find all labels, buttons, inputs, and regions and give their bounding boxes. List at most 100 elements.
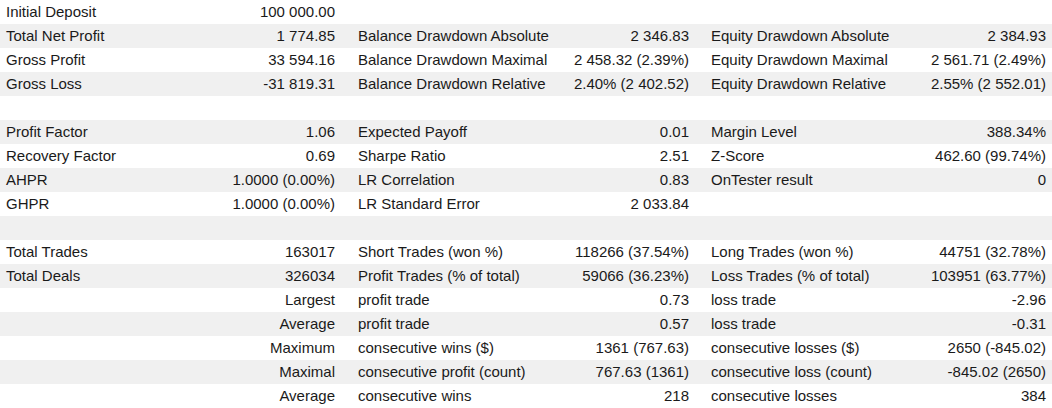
stat-group-1: Largest [0,288,345,312]
stat-group-3 [695,216,1052,240]
stat-group-3: Equity Drawdown Maximal 2 561.71 (2.49%) [695,48,1052,72]
stat-label: Total Deals [6,264,80,288]
stat-label: Expected Payoff [358,120,467,144]
stat-label: Profit Factor [6,120,88,144]
stat-group-3: consecutive losses 384 [695,384,1052,408]
stat-value: 2 458.32 (2.39%) [547,48,689,72]
stat-group-1: Gross Profit 33 594.16 [0,48,345,72]
stat-value: 100 000.00 [96,0,335,24]
stat-group-2 [345,216,695,240]
stat-label: consecutive profit (count) [358,360,526,384]
stat-value [358,216,689,240]
stat-row: Gross Loss -31 819.31 Balance Drawdown R… [0,72,1052,96]
stat-value: 59066 (36.23%) [520,264,689,288]
stat-value: 0.57 [430,312,689,336]
stat-value [6,216,335,240]
stat-value: Average [6,384,335,408]
stat-group-2 [345,0,695,24]
stat-value: 384 [837,384,1046,408]
stat-group-1: GHPR 1.0000 (0.00%) [0,192,345,216]
stat-group-1: Maximum [0,336,345,360]
stat-value: 767.63 (1361) [526,360,689,384]
stat-label: Margin Level [711,120,797,144]
stat-group-2 [345,96,695,120]
stat-group-3: loss trade -2.96 [695,288,1052,312]
stat-value: 1361 (767.63) [494,336,689,360]
stat-value: 2650 (-845.02) [859,336,1046,360]
stat-value: -31 819.31 [82,72,335,96]
stat-group-2: consecutive wins ($) 1361 (767.63) [345,336,695,360]
stat-value: 2.55% (2 552.01) [886,72,1046,96]
stat-label: Loss Trades (% of total) [711,264,869,288]
stat-row [0,96,1052,120]
stat-label: Balance Drawdown Relative [358,72,546,96]
stat-value: 326034 [80,264,335,288]
stat-value: 1 774.85 [104,24,335,48]
stat-row [0,216,1052,240]
stat-label: loss trade [711,288,776,312]
stat-value: 33 594.16 [85,48,335,72]
stat-label: consecutive loss (count) [711,360,872,384]
stat-value: 2 346.83 [549,24,689,48]
stat-row: Total Net Profit 1 774.85 Balance Drawdo… [0,24,1052,48]
stat-value [6,96,335,120]
stat-value: 163017 [88,240,335,264]
stat-value [358,0,689,24]
stat-group-2: LR Correlation 0.83 [345,168,695,192]
stat-group-1: Average [0,312,345,336]
stat-label: Recovery Factor [6,144,116,168]
stat-group-1: Average [0,384,345,408]
stat-row: GHPR 1.0000 (0.00%) LR Standard Error 2 … [0,192,1052,216]
stat-label: Initial Deposit [6,0,96,24]
stat-label: consecutive losses ($) [711,336,859,360]
stat-row: Maximum consecutive wins ($) 1361 (767.6… [0,336,1052,360]
stat-group-3 [695,192,1052,216]
stat-label: Total Trades [6,240,88,264]
stat-row: Initial Deposit 100 000.00 [0,0,1052,24]
stat-value [711,192,1046,216]
stat-label: OnTester result [711,168,813,192]
stat-row: Profit Factor 1.06 Expected Payoff 0.01 … [0,120,1052,144]
stat-label: consecutive wins ($) [358,336,494,360]
stat-label: Equity Drawdown Maximal [711,48,888,72]
backtest-report-table: Initial Deposit 100 000.00 Total Net Pro… [0,0,1052,408]
stat-label: LR Correlation [358,168,455,192]
stat-label: Sharpe Ratio [358,144,446,168]
stat-value: 0.69 [116,144,335,168]
stat-label: GHPR [6,192,49,216]
stat-label: Balance Drawdown Absolute [358,24,549,48]
stat-value: 388.34% [797,120,1046,144]
stat-group-1 [0,216,345,240]
stat-group-1: Gross Loss -31 819.31 [0,72,345,96]
stat-group-3: consecutive loss (count) -845.02 (2650) [695,360,1052,384]
stat-group-3: OnTester result 0 [695,168,1052,192]
stat-value: 2.51 [446,144,689,168]
stat-value: 118266 (37.54%) [503,240,689,264]
stat-row: Average consecutive wins 218 consecutive… [0,384,1052,408]
stat-value: 2 384.93 [889,24,1046,48]
stat-group-1: Total Deals 326034 [0,264,345,288]
stat-group-2: Balance Drawdown Maximal 2 458.32 (2.39%… [345,48,695,72]
stat-value: 0 [813,168,1046,192]
report-rows: Initial Deposit 100 000.00 Total Net Pro… [0,0,1052,408]
stat-label: loss trade [711,312,776,336]
stat-group-2: profit trade 0.73 [345,288,695,312]
stat-label: Equity Drawdown Absolute [711,24,889,48]
stat-label: Total Net Profit [6,24,104,48]
stat-value: 44751 (32.78%) [854,240,1046,264]
stat-value: -845.02 (2650) [872,360,1046,384]
stat-value: 1.0000 (0.00%) [48,168,335,192]
stat-value: 2.40% (2 402.52) [546,72,689,96]
stat-group-3: Z-Score 462.60 (99.74%) [695,144,1052,168]
stat-label: Profit Trades (% of total) [358,264,520,288]
stat-value: 0.01 [467,120,689,144]
stat-label: profit trade [358,312,430,336]
stat-group-3: Equity Drawdown Absolute 2 384.93 [695,24,1052,48]
stat-label: Gross Loss [6,72,82,96]
stat-group-2: Profit Trades (% of total) 59066 (36.23%… [345,264,695,288]
stat-group-2: profit trade 0.57 [345,312,695,336]
stat-label: Short Trades (won %) [358,240,503,264]
stat-value: 1.0000 (0.00%) [49,192,335,216]
stat-group-2: LR Standard Error 2 033.84 [345,192,695,216]
stat-group-2: Expected Payoff 0.01 [345,120,695,144]
